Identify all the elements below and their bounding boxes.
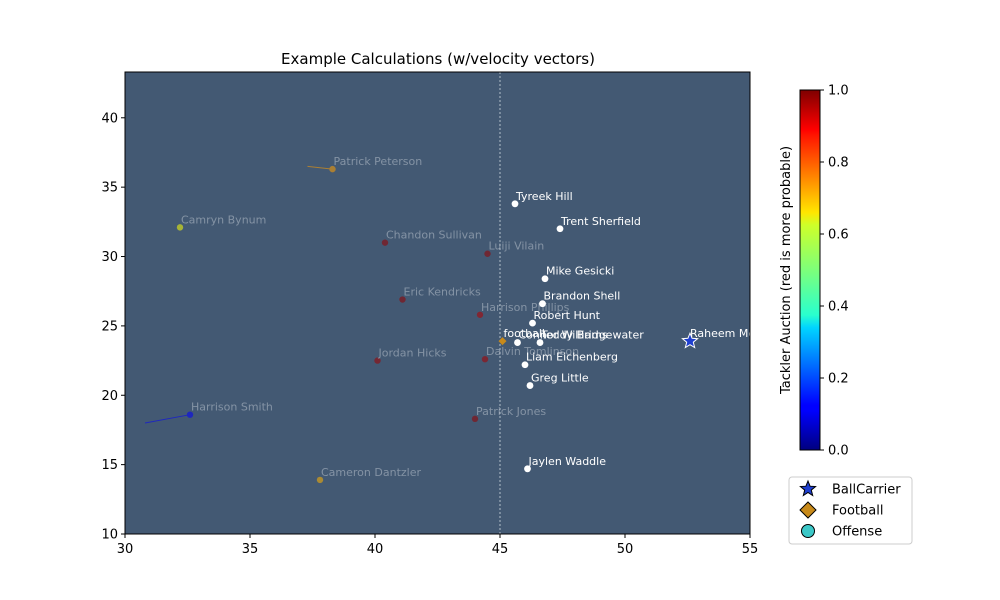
legend-label: BallCarrier — [832, 483, 901, 498]
defense-label: Cameron Dantzler — [321, 466, 421, 479]
velocity-vector — [144, 414, 191, 424]
defense-label: Dalvin Tomlinson — [486, 345, 579, 358]
legend-circle-icon — [801, 524, 815, 538]
colorbar-tick-label: 0.4 — [828, 300, 849, 315]
defense-point: Chandon Sullivan — [381, 229, 482, 246]
offense-marker — [511, 200, 519, 208]
offense-label: Connor Williams — [519, 329, 608, 342]
defense-point: Jordan Hicks — [374, 347, 447, 364]
defense-label: Camryn Bynum — [181, 213, 266, 226]
defense-label: Chandon Sullivan — [386, 229, 482, 242]
football-label: football — [504, 327, 545, 340]
defense-point: Patrick Peterson — [307, 155, 423, 173]
offense-label: Greg Little — [531, 372, 589, 385]
ball-carrier-label: Raheem Mostert — [690, 327, 781, 340]
defense-marker — [186, 411, 194, 418]
defense-marker — [176, 224, 184, 231]
offense-label: Jaylen Waddle — [528, 455, 607, 468]
y-tick-label: 40 — [101, 111, 118, 126]
offense-label: Mike Gesicki — [546, 265, 614, 278]
defense-marker — [381, 239, 389, 246]
x-tick-label: 40 — [367, 542, 384, 557]
offense-marker — [529, 319, 536, 327]
x-tick-label: 30 — [117, 542, 134, 557]
defense-marker — [329, 165, 336, 173]
offense-label: Robert Hunt — [534, 309, 601, 322]
offense-marker — [556, 225, 564, 233]
defense-point: Eric Kendricks — [399, 286, 481, 303]
chart-title: Example Calculations (w/velocity vectors… — [281, 50, 595, 68]
defense-label: Harrison Phillips — [481, 301, 570, 314]
y-tick-label: 15 — [101, 458, 118, 473]
defense-label: Eric Kendricks — [404, 286, 481, 299]
y-tick-label: 10 — [101, 528, 118, 543]
offense-marker — [526, 382, 534, 389]
defense-label: Harrison Smith — [191, 401, 273, 414]
offense-marker — [541, 275, 549, 283]
defense-marker — [471, 415, 479, 423]
offense-label: Brandon Shell — [544, 290, 621, 303]
football-marker — [498, 337, 507, 346]
offense-label: Trent Sherfield — [560, 215, 641, 228]
offense-label: Liam Eichenberg — [526, 351, 618, 364]
offense-label: Tyreek Hill — [515, 190, 573, 203]
offense-marker — [521, 361, 529, 369]
axes: 30 35 40 45 50 55 10 15 20 25 30 35 40 — [101, 111, 758, 557]
colorbar-ticks: 0.0 0.2 0.4 0.6 0.8 1.0 — [820, 84, 849, 459]
defense-point: Dalvin Tomlinson — [481, 345, 579, 363]
offense-label: Teddy Bridgewater — [540, 329, 644, 342]
defense-marker — [316, 476, 324, 484]
plot-area — [125, 72, 750, 534]
y-tick-label: 30 — [101, 250, 118, 265]
defense-marker — [374, 357, 381, 364]
defense-marker — [484, 250, 491, 257]
colorbar: 0.0 0.2 0.4 0.6 0.8 1.0 Tackler Auction (red … — [779, 84, 849, 459]
offense-marker — [539, 300, 546, 308]
x-tick-label: 55 — [742, 542, 759, 557]
defense-label: Patrick Peterson — [334, 155, 423, 168]
colorbar-tick-label: 0.2 — [828, 372, 849, 387]
defense-point: Harrison Phillips — [476, 301, 570, 318]
x-tick-label: 50 — [617, 542, 634, 557]
legend-box — [788, 476, 913, 545]
y-tick-label: 20 — [101, 389, 118, 404]
defense-point: Harrison Smith — [144, 401, 273, 424]
legend-label: Offense — [832, 525, 882, 540]
colorbar-label: Tackler Auction (red is more probable) — [779, 146, 794, 395]
legend-label: Football — [832, 504, 883, 519]
offense-marker — [524, 465, 531, 473]
y-tick-label: 35 — [101, 181, 118, 196]
plot-frame — [124, 71, 751, 535]
colorbar-tick-label: 1.0 — [828, 84, 849, 99]
defense-marker — [399, 296, 406, 303]
defense-label: Luiji Vilain — [489, 240, 545, 253]
defense-marker — [481, 355, 489, 363]
defense-label: Jordan Hicks — [378, 347, 447, 360]
colorbar-tick-label: 0.6 — [828, 228, 849, 243]
offense-marker — [536, 339, 544, 346]
y-tick-label: 25 — [101, 319, 118, 334]
scatter-marks: Patrick Peterson Camryn Bynum Chandon Sull… — [144, 72, 781, 534]
colorbar-gradient — [799, 89, 821, 451]
defense-point: Patrick Jones — [471, 405, 546, 423]
ball-carrier-marker — [681, 331, 699, 349]
defense-marker — [476, 311, 484, 318]
velocity-vector — [307, 165, 333, 170]
x-tick-label: 45 — [492, 542, 509, 557]
defense-label: Patrick Jones — [476, 405, 546, 418]
defense-point: Luiji Vilain — [484, 240, 544, 257]
legend-diamond-icon — [799, 501, 817, 519]
legend: BallCarrier Football Offense — [788, 476, 913, 545]
x-tick-label: 35 — [242, 542, 259, 557]
defense-point: Camryn Bynum — [176, 213, 266, 231]
defense-point: Cameron Dantzler — [316, 466, 421, 484]
colorbar-tick-label: 0.0 — [828, 444, 849, 459]
offense-marker — [514, 339, 521, 346]
colorbar-tick-label: 0.8 — [828, 156, 849, 171]
legend-star-icon — [799, 479, 817, 497]
